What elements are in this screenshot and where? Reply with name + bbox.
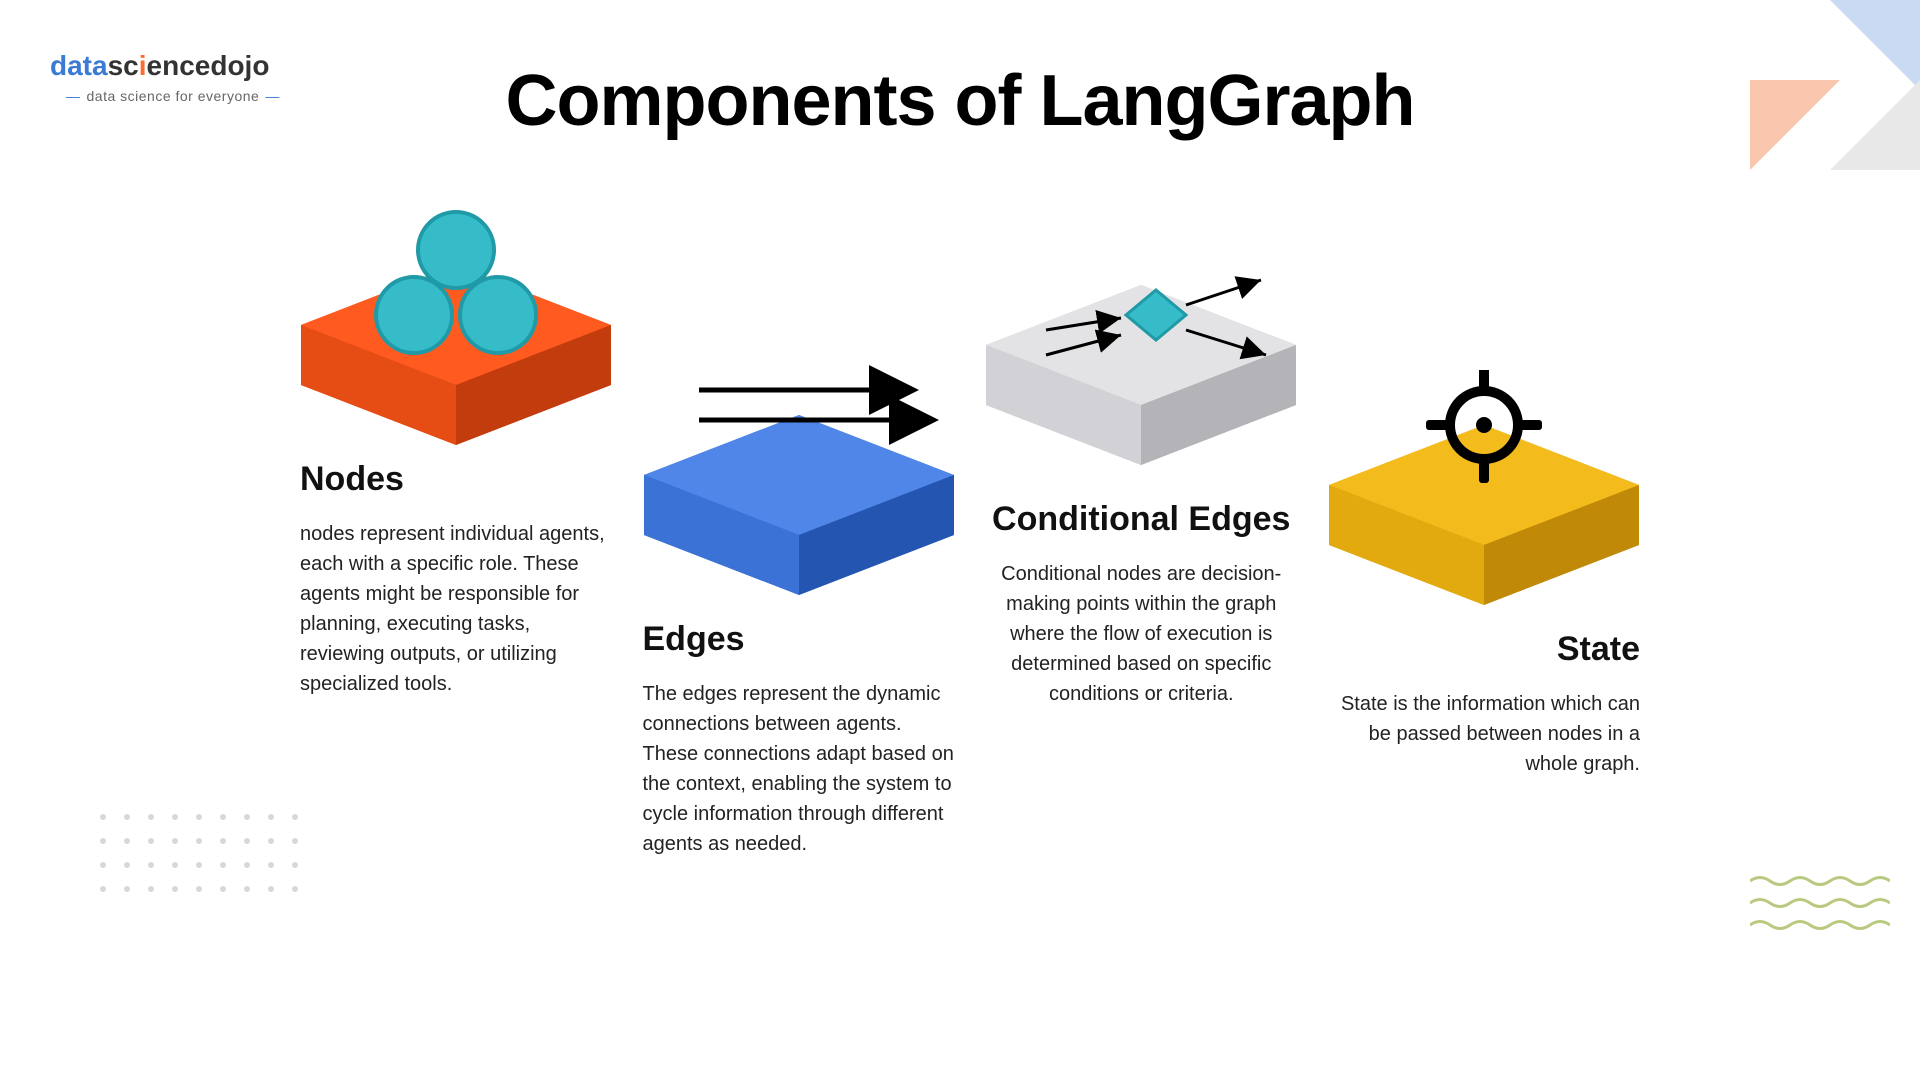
column-conditional-edges: Conditional Edges Conditional nodes are … <box>985 240 1298 709</box>
decor-waves <box>1750 874 1890 940</box>
decor-triangle-blue <box>1830 0 1920 90</box>
brand-logo: datasciencedojo <box>50 50 269 82</box>
nodes-body: nodes represent individual agents, each … <box>300 519 613 699</box>
logo-tagline: data science for everyone <box>60 88 286 104</box>
edges-heading: Edges <box>643 620 956 659</box>
column-state: State State is the information which can… <box>1328 370 1641 779</box>
columns-container: Nodes nodes represent individual agents,… <box>300 200 1640 859</box>
page-title: Components of LangGraph <box>506 60 1415 142</box>
logo-word-ence: ence <box>147 50 211 81</box>
decor-triangle-peach <box>1750 80 1840 170</box>
decor-triangle-gray <box>1830 80 1920 170</box>
logo-word-data: data <box>50 50 108 81</box>
conditional-body: Conditional nodes are decision-making po… <box>985 559 1298 709</box>
decor-dot-grid <box>100 814 306 900</box>
nodes-heading: Nodes <box>300 460 613 499</box>
edges-body: The edges represent the dynamic connecti… <box>643 679 956 859</box>
column-nodes: Nodes nodes represent individual agents,… <box>300 200 613 699</box>
edges-illustration <box>643 360 956 600</box>
state-body: State is the information which can be pa… <box>1328 689 1641 779</box>
nodes-illustration <box>300 200 613 440</box>
logo-word-i: i <box>139 50 147 81</box>
state-heading: State <box>1328 630 1641 669</box>
logo-word-sc: sc <box>108 50 139 81</box>
column-edges: Edges The edges represent the dynamic co… <box>643 360 956 859</box>
conditional-heading: Conditional Edges <box>985 500 1298 539</box>
state-illustration <box>1328 370 1641 610</box>
logo-word-dojo: dojo <box>210 50 269 81</box>
conditional-illustration <box>985 240 1298 480</box>
